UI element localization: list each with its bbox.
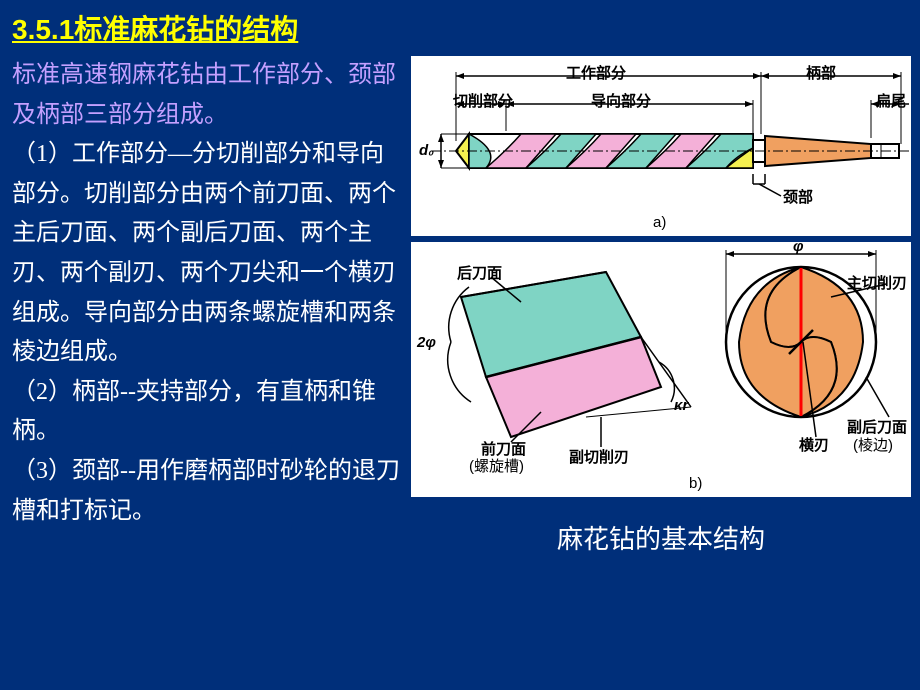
label-phi: φ: [793, 238, 804, 255]
label-a: a): [653, 214, 666, 231]
label-major-edge: 主切削刃: [847, 272, 907, 293]
label-b: b): [689, 475, 702, 492]
drill-side-svg: [411, 56, 911, 236]
label-flank: 后刀面: [457, 262, 502, 283]
text-column: 标准高速钢麻花钻由工作部分、颈部及柄部三部分组成。 （1）工作部分—分切削部分和…: [12, 56, 407, 556]
label-cutting: 切削部分: [453, 90, 513, 111]
slide-title: 3.5.1标准麻花钻的结构: [0, 0, 920, 52]
content-area: 标准高速钢麻花钻由工作部分、颈部及柄部三部分组成。 （1）工作部分—分切削部分和…: [0, 52, 920, 556]
diagram-caption: 麻花钻的基本结构: [411, 519, 911, 556]
label-minor-flank-sub: (棱边): [853, 434, 893, 455]
diagram-b: 后刀面 2φ 前刀面 (螺旋槽) 副切削刃 κr φ 主切削刃 横刃 副后刀面 …: [411, 242, 911, 497]
label-neck: 颈部: [783, 186, 813, 207]
label-shank: 柄部: [806, 62, 836, 83]
label-d0: d₀: [419, 142, 434, 159]
diagram-column: 工作部分 柄部 切削部分 导向部分 扁尾 颈部 d₀ a): [407, 56, 912, 556]
label-minor-edge: 副切削刃: [569, 446, 629, 467]
label-kr: κr: [674, 397, 688, 414]
label-chisel: 横刃: [799, 434, 829, 455]
diagram-a: 工作部分 柄部 切削部分 导向部分 扁尾 颈部 d₀ a): [411, 56, 911, 236]
intro-text: 标准高速钢麻花钻由工作部分、颈部及柄部三部分组成。: [12, 56, 407, 135]
label-tang: 扁尾: [876, 90, 906, 111]
para-2: （2）柄部--夹持部分，有直柄和锥柄。: [12, 373, 407, 452]
label-rake-sub: (螺旋槽): [469, 455, 524, 476]
para-1: （1）工作部分—分切削部分和导向部分。切削部分由两个前刀面、两个主后刀面、两个副…: [12, 135, 407, 373]
label-working: 工作部分: [566, 62, 626, 83]
label-guiding: 导向部分: [591, 90, 651, 111]
label-2phi: 2φ: [417, 334, 436, 351]
para-3: （3）颈部--用作磨柄部时砂轮的退刀槽和打标记。: [12, 452, 407, 531]
